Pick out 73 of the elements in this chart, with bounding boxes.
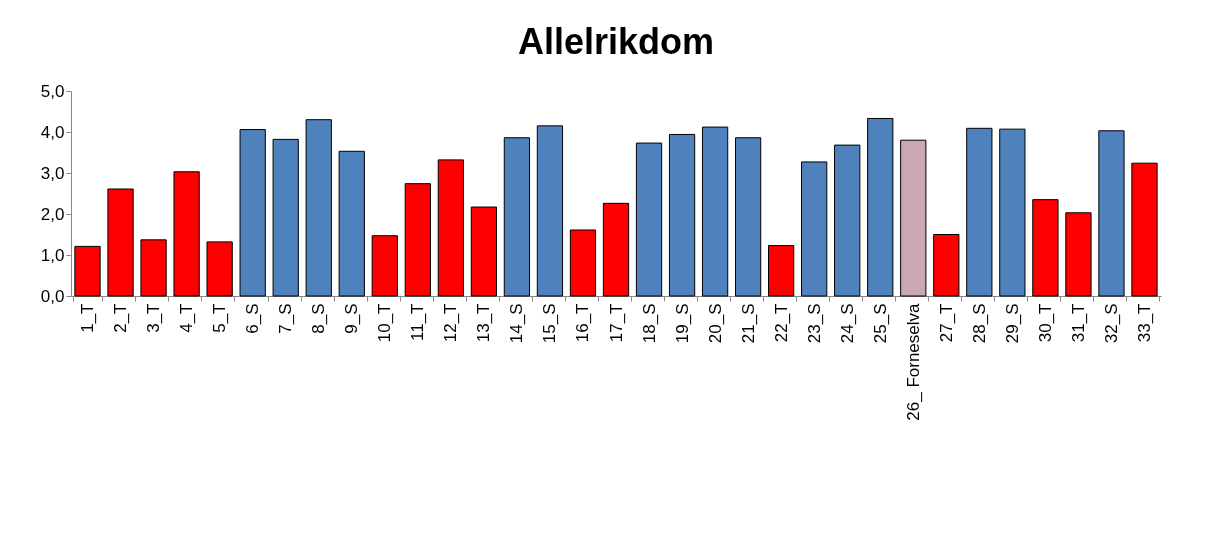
bar [867,117,894,297]
x-tick-label: 26_ Forneselva [903,302,923,421]
x-tick-label: 1_T [78,303,98,333]
x-tick-label: 18_S [639,303,659,344]
x-tick-label: 12_T [441,303,461,343]
bar [1065,212,1092,297]
x-tick-label: 27_T [936,303,956,343]
bar [173,171,200,297]
bar [668,133,696,297]
x-tick-label: 16_T [573,303,593,343]
x-tick-label: 14_S [507,303,527,344]
bar [569,229,597,297]
bar [701,126,729,297]
bar [305,119,332,297]
bar [239,129,266,297]
bar [635,142,663,297]
chart-title: Allelrikdom [517,21,715,62]
x-tick-label: 4_T [177,303,197,333]
x-tick-label: 21_S [738,303,758,344]
bar [1032,199,1059,297]
x-tick-label: 2_T [111,303,131,333]
y-tick-label: 4,0 [40,122,65,142]
x-tick-label: 22_T [771,303,791,343]
y-tick-label: 3,0 [40,163,65,183]
bar [272,138,299,297]
bar [470,206,498,297]
x-tick-label: 15_S [540,303,560,344]
bar [834,144,861,297]
x-tick-label: 24_S [837,303,857,344]
x-tick-label: 32_S [1101,303,1121,344]
x-tick-label: 29_S [1002,303,1022,344]
bar [74,245,101,297]
x-tick-label: 6_S [243,303,263,334]
bar [404,183,431,297]
bar [999,128,1026,297]
bar [536,125,564,297]
bar [338,150,365,297]
bar [1098,130,1125,297]
bar [900,139,927,297]
y-tick-label: 5,0 [40,81,65,101]
bar [107,188,134,297]
bar [437,159,464,297]
bar [734,137,762,297]
x-tick-label: 9_S [342,303,362,334]
x-tick-label: 8_S [309,303,329,334]
bar [1131,162,1158,297]
x-tick-label: 13_T [474,303,494,343]
y-tick-label: 1,0 [40,245,65,265]
x-tick-label: 5_T [210,303,230,333]
bar [602,202,630,297]
x-tick-label: 31_T [1068,303,1088,343]
x-tick-label: 30_T [1035,303,1055,343]
x-tick-label: 23_S [804,303,824,344]
bar [371,235,398,297]
x-tick-label: 3_T [144,303,164,333]
bar [933,234,960,297]
bar [140,239,167,297]
x-tick-label: 28_S [969,303,989,344]
x-tick-label: 10_T [375,303,395,343]
x-tick-label: 33_T [1134,303,1154,343]
x-tick-label: 17_T [606,303,626,343]
bar [966,127,993,297]
y-tick-label: 0,0 [40,286,65,306]
bar [801,161,828,297]
y-tick-label: 2,0 [40,204,65,224]
bar [768,245,795,297]
x-tick-label: 7_S [276,303,296,334]
bar [503,137,531,297]
x-tick-label: 19_S [672,303,692,344]
x-tick-label: 25_S [870,303,890,344]
x-tick-label: 20_S [705,303,725,344]
x-tick-label: 11_T [408,303,428,341]
bar [206,241,233,297]
